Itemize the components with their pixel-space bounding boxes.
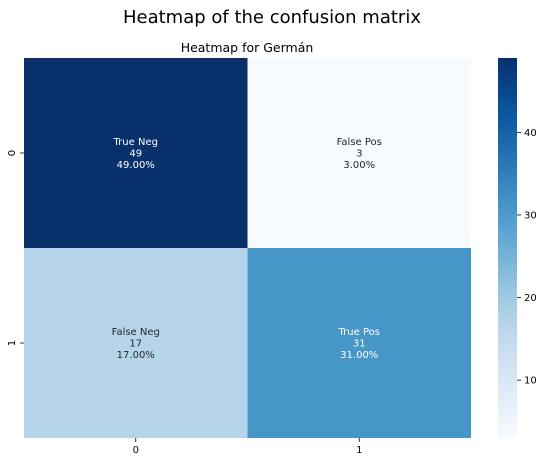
heatmap-cell	[247, 58, 471, 248]
colorbar-gradient	[498, 58, 517, 438]
figure-title: Heatmap of the confusion matrix	[123, 7, 421, 28]
colorbar-tick-label: 40	[524, 128, 537, 139]
y-tick-label: 1	[7, 340, 18, 346]
x-tick-label: 1	[356, 445, 362, 456]
cell-annotation-line: 3.00%	[343, 160, 375, 171]
x-tick-label: 0	[133, 445, 139, 456]
colorbar: 10 20 30 40	[498, 58, 537, 438]
cell-annotation-line: 17.00%	[117, 350, 155, 361]
cell-annotation-line: 17	[129, 339, 142, 350]
colorbar-tick-label: 20	[524, 293, 537, 304]
cell-annotation-line: 31	[353, 339, 366, 350]
cell-annotation-line: 49	[129, 149, 142, 160]
y-tick-label: 0	[7, 150, 18, 156]
cell-annotation-line: 3	[356, 149, 362, 160]
cell-annotation-line: 31.00%	[340, 350, 378, 361]
cell-annotation-line: 49.00%	[117, 160, 155, 171]
cell-annotation-line: False Neg	[112, 327, 160, 338]
cell-annotation-line: False Pos	[337, 137, 382, 148]
cell-annotation-line: True Neg	[113, 137, 158, 148]
heatmap-cell	[247, 248, 471, 438]
heatmap-cell	[24, 58, 248, 248]
heatmap-cell	[24, 248, 248, 438]
colorbar-tick-label: 10	[524, 376, 537, 387]
colorbar-tick-label: 30	[524, 210, 537, 221]
cell-annotation-line: True Pos	[338, 327, 380, 338]
heatmap-title: Heatmap for Germán	[181, 40, 314, 55]
